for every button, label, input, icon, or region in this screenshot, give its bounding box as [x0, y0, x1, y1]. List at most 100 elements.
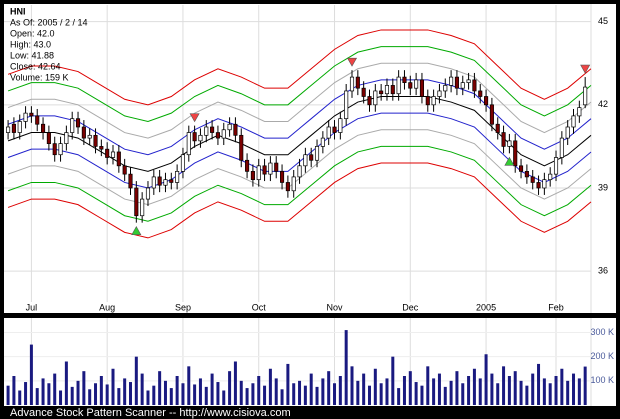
candle-body: [379, 90, 384, 95]
volume-bar: [245, 388, 249, 405]
volume-bar: [560, 368, 564, 405]
candle-body: [338, 118, 343, 133]
candle-body: [116, 151, 121, 167]
volume-bar: [542, 378, 546, 405]
candle-body: [105, 148, 110, 158]
volume-bar: [449, 380, 453, 405]
candle-body: [140, 198, 145, 217]
volume-bar: [263, 385, 267, 405]
candle-body: [390, 85, 395, 95]
volume-bar: [566, 380, 570, 405]
y-tick-label: 45: [598, 16, 608, 26]
candle-body: [227, 123, 232, 131]
candle-body: [489, 104, 494, 125]
buy-signal: [504, 156, 515, 166]
candle-body: [274, 162, 279, 172]
volume-bar: [228, 371, 232, 405]
candle-body: [87, 134, 92, 139]
volume-bar: [490, 373, 494, 405]
plot-layer: 36 39 42 45 Jul Aug Sep Oct Nov Dec 2005 Feb 100 K 20…: [4, 5, 614, 405]
candle-body: [565, 126, 570, 139]
volume-bar: [163, 380, 167, 405]
candle-body: [431, 96, 436, 106]
volume-bar: [59, 390, 63, 405]
candle-body: [524, 171, 529, 178]
volume-bar: [467, 376, 471, 405]
envelope-band: [7, 162, 592, 239]
volume-bar: [333, 383, 337, 405]
volume-bar: [140, 373, 144, 405]
volume-bar: [105, 384, 109, 405]
info-line: Close: 42.64: [10, 61, 61, 71]
volume-bar: [123, 378, 127, 405]
candle-body: [280, 171, 285, 183]
volume-bar: [577, 378, 581, 405]
volume-bar: [478, 378, 482, 405]
candle-body: [449, 76, 454, 86]
volume-bar: [519, 380, 523, 405]
volume-bar: [414, 382, 418, 405]
volume-bar: [117, 388, 121, 405]
volume-bar: [362, 373, 366, 405]
volume-bar: [321, 378, 325, 405]
candle-body: [326, 126, 331, 139]
volume-bar: [420, 385, 424, 405]
candle-body: [46, 132, 51, 144]
y-tick-label: 42: [598, 99, 608, 109]
candle-body: [58, 143, 63, 156]
info-line: High: 43.0: [10, 39, 51, 49]
candle-body: [291, 176, 296, 192]
volume-bar: [128, 382, 132, 405]
candle-body: [186, 132, 191, 156]
candle-body: [495, 123, 500, 133]
candle-body: [134, 187, 139, 217]
info-line: Low: 41.88: [10, 50, 54, 60]
volume-bar: [111, 368, 115, 405]
x-tick-label: Feb: [548, 302, 564, 312]
candle-body: [454, 76, 459, 89]
volume-bar: [29, 344, 33, 405]
candle-body: [169, 179, 174, 183]
volume-bar: [158, 371, 162, 405]
candle-body: [245, 159, 250, 172]
candle-body: [285, 182, 290, 192]
volume-bar: [187, 366, 191, 405]
candle-body: [180, 154, 186, 172]
candle-body: [332, 126, 337, 133]
volume-bar: [47, 383, 51, 405]
volume-bar: [397, 388, 401, 405]
volume-bar: [338, 376, 342, 405]
volume-bar: [572, 373, 576, 405]
volume-bar: [455, 371, 459, 405]
ticker: HNI: [10, 6, 26, 16]
volume-bar: [303, 385, 307, 405]
volume-bar: [268, 368, 272, 405]
volume-bar: [373, 368, 377, 405]
x-tick-label: Dec: [402, 302, 419, 312]
volume-bar: [76, 380, 80, 405]
candle-body: [472, 79, 477, 92]
volume-bar: [385, 378, 389, 405]
candle-body: [198, 134, 203, 142]
candle-body: [29, 112, 34, 117]
volume-bar: [193, 384, 197, 405]
volume-bar: [35, 388, 39, 405]
candle-body: [402, 76, 407, 83]
volume-bar: [554, 376, 558, 405]
candle-body: [157, 176, 162, 186]
candle-body: [35, 115, 40, 125]
candle-body: [128, 173, 133, 189]
candle-body: [70, 118, 75, 133]
envelope-band: [7, 145, 592, 222]
candle-body: [373, 90, 378, 106]
candle-body: [443, 85, 448, 92]
candle-body: [239, 134, 244, 161]
candle-body: [41, 123, 46, 133]
volume-bar: [12, 376, 16, 405]
volume-bar: [134, 356, 138, 405]
candle-body: [110, 151, 116, 158]
volume-bar: [216, 382, 220, 405]
candle-body: [221, 129, 226, 139]
candle-body: [559, 137, 564, 158]
candle-body: [64, 132, 69, 144]
